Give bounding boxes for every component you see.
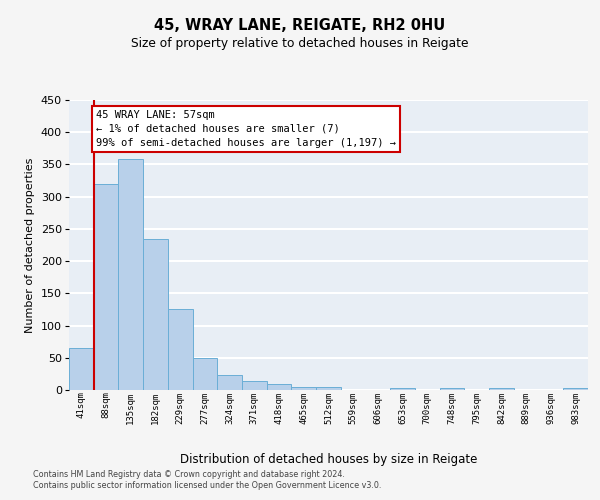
Text: 45 WRAY LANE: 57sqm
← 1% of detached houses are smaller (7)
99% of semi-detached: 45 WRAY LANE: 57sqm ← 1% of detached hou…: [95, 110, 395, 148]
Bar: [316, 387, 341, 390]
Bar: [143, 239, 168, 390]
Bar: [94, 184, 118, 390]
Text: 45, WRAY LANE, REIGATE, RH2 0HU: 45, WRAY LANE, REIGATE, RH2 0HU: [154, 18, 446, 32]
Bar: [267, 384, 292, 390]
Bar: [69, 348, 94, 390]
Text: Contains HM Land Registry data © Crown copyright and database right 2024.: Contains HM Land Registry data © Crown c…: [33, 470, 345, 479]
Y-axis label: Number of detached properties: Number of detached properties: [25, 158, 35, 332]
Bar: [563, 388, 588, 390]
Bar: [193, 358, 217, 390]
Text: Contains public sector information licensed under the Open Government Licence v3: Contains public sector information licen…: [33, 481, 382, 490]
Bar: [292, 387, 316, 390]
Bar: [242, 381, 267, 390]
Bar: [489, 388, 514, 390]
Bar: [168, 310, 193, 390]
Bar: [440, 388, 464, 390]
Text: Size of property relative to detached houses in Reigate: Size of property relative to detached ho…: [131, 38, 469, 51]
Text: Distribution of detached houses by size in Reigate: Distribution of detached houses by size …: [180, 452, 478, 466]
Bar: [118, 160, 143, 390]
Bar: [217, 375, 242, 390]
Bar: [390, 388, 415, 390]
